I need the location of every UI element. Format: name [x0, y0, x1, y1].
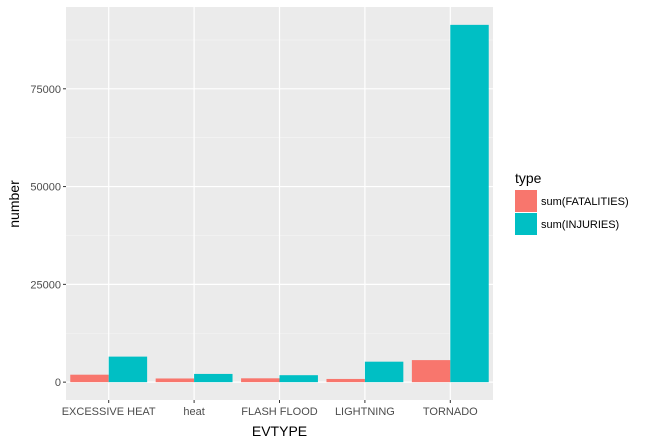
legend-label-injuries: sum(INJURIES) [541, 219, 619, 231]
x-tick-label: FLASH FLOOD [241, 406, 317, 418]
bar [326, 378, 365, 383]
bar [450, 24, 489, 383]
legend-title: type [515, 170, 542, 186]
legend-key-injuries [515, 213, 537, 235]
y-tick-label: 0 [55, 377, 61, 389]
x-tick-label: LIGHTNING [335, 406, 395, 418]
bar [364, 361, 404, 383]
y-tick-label: 25000 [30, 279, 61, 291]
bar [241, 378, 280, 383]
major-gridlines [66, 7, 493, 400]
x-axis-title: EVTYPE [252, 423, 307, 439]
x-tick-label: TORNADO [423, 406, 478, 418]
x-tick-label: EXCESSIVE HEAT [62, 406, 156, 418]
y-axis: 0 25000 50000 75000 [30, 84, 66, 389]
legend: type sum(FATALITIES) sum(INJURIES) [515, 170, 629, 235]
y-tick-label: 75000 [30, 84, 61, 96]
y-tick-label: 50000 [30, 182, 61, 194]
bar [108, 356, 148, 383]
x-tick-label: heat [183, 406, 204, 418]
bar [70, 374, 109, 383]
bars [70, 24, 489, 383]
legend-key-fatalities [515, 190, 537, 212]
legend-label-fatalities: sum(FATALITIES) [541, 196, 629, 208]
bar [194, 373, 233, 383]
x-axis: EXCESSIVE HEAT heat FLASH FLOOD LIGHTNING TO… [62, 400, 478, 418]
bar [279, 375, 318, 383]
bar [411, 360, 451, 383]
y-axis-title: number [6, 180, 22, 228]
bar [155, 378, 195, 383]
